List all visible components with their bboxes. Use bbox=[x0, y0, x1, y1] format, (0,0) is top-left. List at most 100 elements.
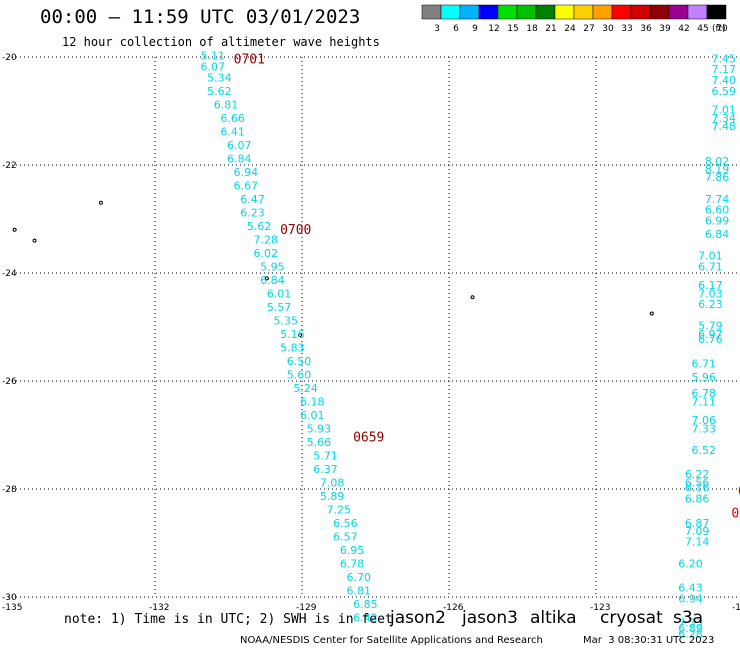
legend-bin-label: 45 bbox=[697, 24, 708, 34]
swh-label: 5.66 bbox=[307, 436, 332, 449]
swh-label: 6.86 bbox=[685, 493, 710, 506]
island-mark bbox=[98, 200, 103, 205]
swh-label: 6.42 bbox=[353, 611, 378, 624]
x-tick-label: -129 bbox=[296, 603, 317, 613]
swh-label: 6.37 bbox=[313, 463, 338, 476]
swh-label: 7.86 bbox=[705, 171, 730, 184]
y-tick-label: -24 bbox=[2, 269, 17, 279]
swh-label: 6.02 bbox=[254, 247, 279, 260]
swh-label: 6.41 bbox=[220, 125, 245, 138]
swh-label: 5.89 bbox=[320, 490, 345, 503]
legend-bin-label: 9 bbox=[472, 24, 478, 34]
swh-label: 6.01 bbox=[267, 287, 292, 300]
swh-label: 7.40 bbox=[711, 74, 736, 87]
swh-label: 6.22 bbox=[685, 468, 710, 481]
swh-label: 7.03 bbox=[698, 287, 723, 300]
x-tick-label: -132 bbox=[149, 603, 169, 613]
legend-bin-label: 6 bbox=[453, 24, 459, 34]
legend-bin-label: 21 bbox=[545, 24, 556, 34]
legend-bin-label: 42 bbox=[678, 24, 689, 34]
swh-label: 5.34 bbox=[207, 71, 232, 84]
swh-label: 7.14 bbox=[685, 536, 710, 549]
x-tick-label: -124 bbox=[732, 603, 740, 613]
chart-title: 00:00 — 11:59 UTC 03/01/2023 bbox=[40, 6, 361, 28]
y-tick-label: -28 bbox=[2, 485, 17, 495]
legend-bin-label: 36 bbox=[640, 24, 652, 34]
swh-label: 6.89 bbox=[678, 622, 703, 635]
legend-bin-label: 18 bbox=[526, 24, 538, 34]
x-tick-label: -135 bbox=[2, 603, 22, 613]
swh-label: 6.59 bbox=[711, 85, 736, 98]
swh-label: 6.28 bbox=[678, 628, 703, 641]
pass-time-label: 0845 bbox=[731, 506, 740, 521]
swh-label: 6.78 bbox=[692, 387, 717, 400]
pass-time-label: 0659 bbox=[353, 431, 384, 446]
y-tick-label: -26 bbox=[2, 377, 17, 387]
pass-time-label: 0845 bbox=[738, 485, 740, 500]
swh-label: 5.62 bbox=[247, 220, 272, 233]
swh-label: 5.93 bbox=[307, 422, 332, 435]
swh-label: 6.56 bbox=[333, 517, 358, 530]
swh-label: 6.99 bbox=[705, 214, 730, 227]
legend-color-swatch bbox=[706, 4, 727, 20]
swh-label: 7.33 bbox=[692, 422, 717, 435]
swh-label: 6.01 bbox=[300, 409, 325, 422]
swh-label: 7.34 bbox=[711, 112, 736, 125]
legend-color-swatch bbox=[668, 4, 689, 20]
legend-sat-cryosat: cryosat bbox=[600, 608, 663, 628]
swh-label: 6.56 bbox=[685, 476, 710, 489]
legend-color-swatch bbox=[611, 4, 632, 20]
legend-color-swatch bbox=[478, 4, 499, 20]
swh-label: 6.84 bbox=[260, 274, 285, 287]
swh-label: 5.96 bbox=[692, 371, 717, 384]
swh-label: 8.19 bbox=[705, 163, 730, 176]
island-mark bbox=[298, 333, 302, 338]
legend-color-swatch bbox=[630, 4, 651, 20]
legend-unit-label: (ft) bbox=[712, 24, 726, 34]
legend-sat-altika: altika bbox=[530, 608, 577, 628]
swh-label: 6.67 bbox=[234, 179, 258, 192]
legend-color-swatch bbox=[573, 4, 594, 20]
legend-color-swatch bbox=[592, 4, 613, 20]
swh-label: 7.33 bbox=[678, 617, 703, 630]
legend-bin-label: 12 bbox=[488, 24, 499, 34]
footer-credit-time: Mar 3 08:30:31 UTC 2023 bbox=[583, 635, 715, 646]
legend-color-swatch bbox=[649, 4, 670, 20]
legend-color-swatch bbox=[516, 4, 537, 20]
swh-label: 6.52 bbox=[692, 444, 717, 457]
legend-sat-jason2: jason2 bbox=[390, 608, 446, 628]
legend-color-swatch bbox=[421, 4, 442, 20]
y-tick-label: -30 bbox=[2, 593, 17, 603]
swh-label: 6.97 bbox=[698, 328, 723, 341]
legend-color-swatch bbox=[554, 4, 575, 20]
swh-label: 6.17 bbox=[698, 279, 723, 292]
pass-time-label: 0700 bbox=[280, 223, 311, 238]
swh-label: 6.07 bbox=[200, 61, 225, 74]
legend-bin-label: 24 bbox=[564, 24, 576, 34]
swh-label: 5.83 bbox=[280, 341, 305, 354]
swh-label: 5.35 bbox=[273, 314, 298, 327]
swh-label: 5.71 bbox=[313, 449, 338, 462]
swh-label: 7.25 bbox=[327, 503, 352, 516]
legend-bin-label: 33 bbox=[621, 24, 632, 34]
swh-label: 8.02 bbox=[705, 155, 730, 168]
swh-label: 7.45 bbox=[711, 52, 736, 65]
swh-label: 6.71 bbox=[692, 358, 717, 371]
legend-sat-s3a: s3a bbox=[673, 608, 704, 628]
swh-label: 5.24 bbox=[293, 382, 318, 395]
swh-label: 7.28 bbox=[254, 233, 279, 246]
swh-label: 6.95 bbox=[340, 544, 365, 557]
swh-label: 5.16 bbox=[280, 328, 305, 341]
legend-bin-label: 70 bbox=[716, 24, 728, 34]
swh-label: 6.94 bbox=[678, 592, 703, 605]
footer-note: note: 1) Time is in UTC; 2) SWH is in fe… bbox=[64, 612, 393, 627]
swh-label: 6.18 bbox=[300, 395, 325, 408]
legend-color-swatch bbox=[535, 4, 556, 20]
swh-label: 6.20 bbox=[678, 557, 703, 570]
swh-label: 6.70 bbox=[346, 571, 371, 584]
legend-sat-jason3: jason3 bbox=[462, 608, 518, 628]
swh-label: 7.01 bbox=[698, 250, 723, 263]
swh-label: 7.48 bbox=[711, 120, 736, 133]
island-mark bbox=[470, 295, 475, 300]
